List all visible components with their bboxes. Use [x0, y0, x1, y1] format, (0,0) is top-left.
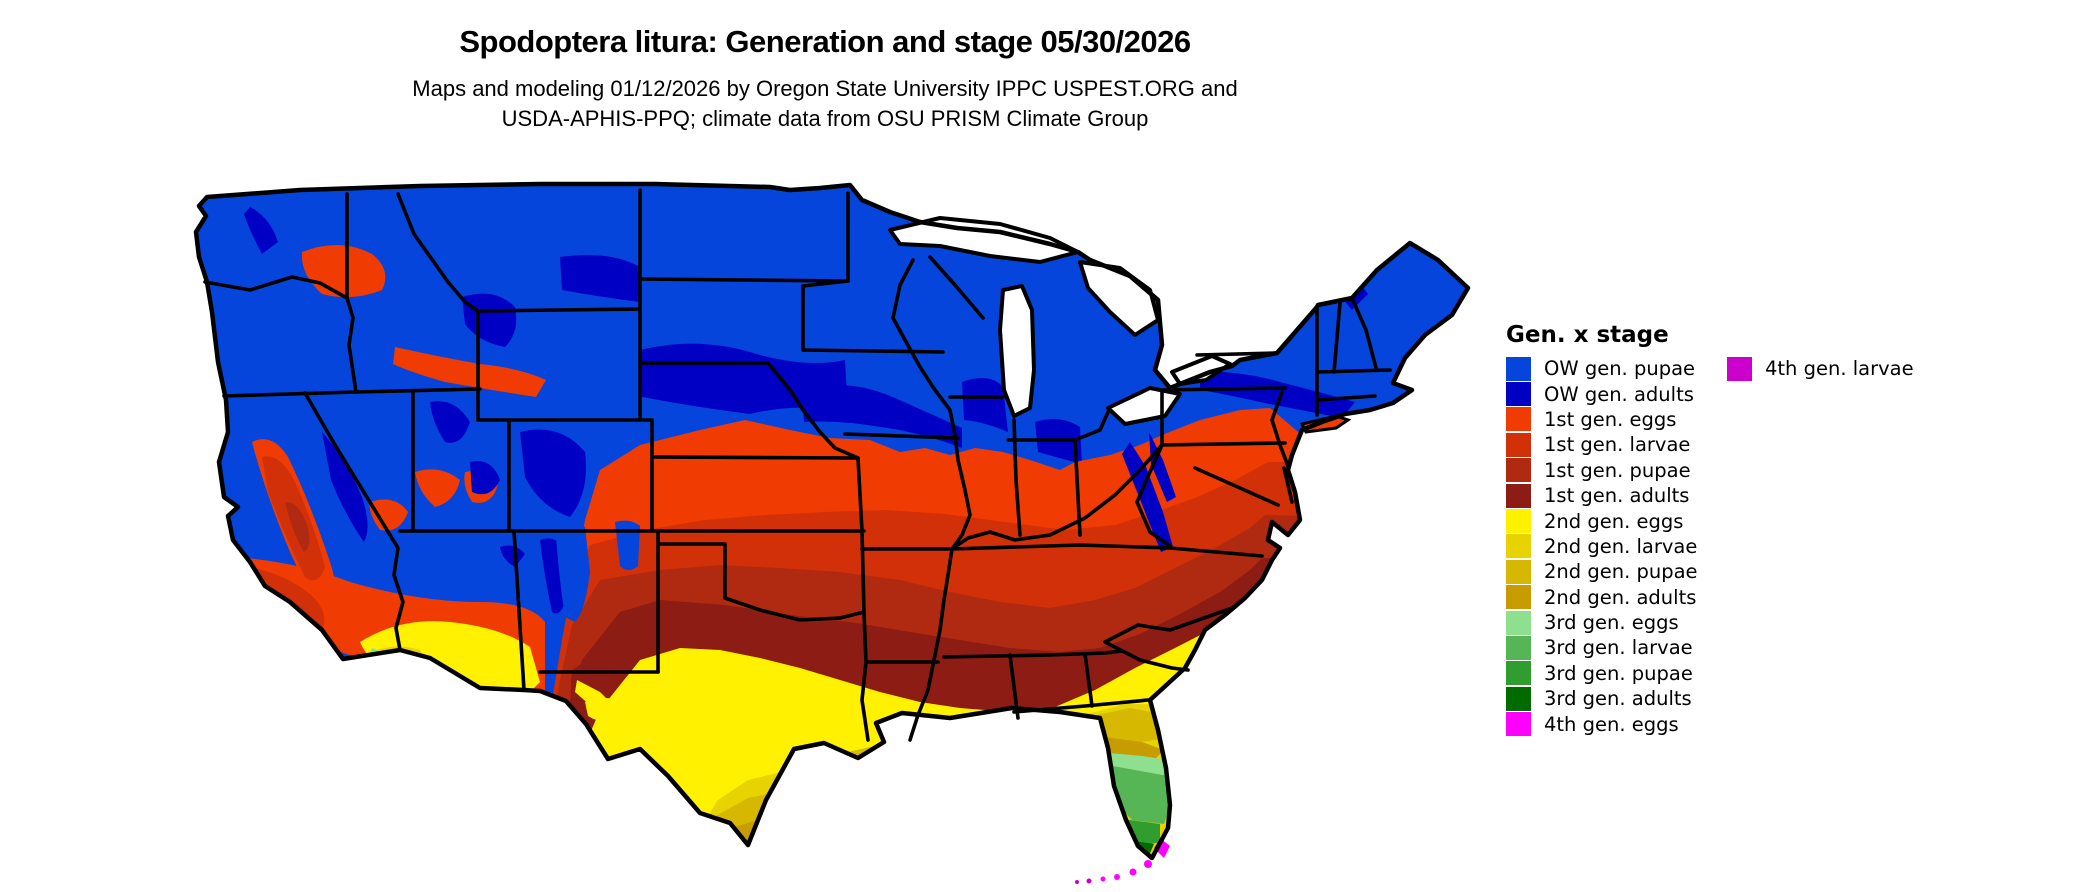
lake-michigan	[998, 284, 1036, 418]
legend-row: 3rd gen. eggs	[1506, 610, 2066, 635]
legend-swatch-1st-adults	[1506, 483, 1531, 508]
keys-dot-west	[1075, 880, 1079, 884]
map-zone-3rd-pupae	[736, 818, 1160, 858]
channel-island-dot	[293, 623, 301, 631]
legend-label: 1st gen. pupae	[1544, 458, 1691, 482]
title-block: Spodoptera litura: Generation and stage …	[170, 0, 1480, 134]
legend-swatch-3rd-eggs	[1506, 610, 1531, 635]
keys-dot	[1100, 876, 1106, 882]
legend-label: 4th gen. eggs	[1544, 712, 1679, 736]
legend-label: 3rd gen. eggs	[1544, 611, 1679, 635]
channel-island-dot	[279, 614, 287, 622]
legend-row: 3rd gen. larvae	[1506, 635, 2066, 660]
legend-column-2: 4th gen. larvae	[1727, 356, 1914, 381]
legend-header: Gen. x stage	[1506, 322, 1669, 348]
legend-swatch-1st-pupae	[1506, 458, 1531, 483]
legend-row: OW gen. pupae	[1506, 356, 2066, 381]
subtitle-line-2: USDA-APHIS-PPQ; climate data from OSU PR…	[501, 106, 1149, 131]
legend-label: OW gen. adults	[1544, 382, 1694, 406]
legend-row: OW gen. adults	[1506, 381, 2066, 407]
legend-swatch-4th-larvae	[1727, 356, 1752, 381]
legend-label: OW gen. pupae	[1544, 357, 1696, 381]
legend-row: 2nd gen. eggs	[1506, 508, 2066, 534]
legend-label: 4th gen. larvae	[1765, 357, 1914, 381]
us-outline	[193, 181, 1471, 861]
legend-swatch-ow-pupae	[1506, 356, 1531, 381]
legend-swatch-2nd-adults	[1506, 585, 1531, 610]
legend-label: 3rd gen. pupae	[1544, 661, 1693, 685]
keys-dot-west	[1086, 878, 1092, 884]
legend-row: 3rd gen. pupae	[1506, 661, 2066, 686]
legend-swatch-3rd-adults	[1506, 686, 1531, 711]
channel-island-dot	[306, 630, 312, 636]
legend-label: 3rd gen. larvae	[1544, 636, 1693, 660]
great-lakes	[888, 216, 1232, 426]
legend-row: 1st gen. pupae	[1506, 458, 2066, 483]
legend-row: 2nd gen. pupae	[1506, 559, 2066, 584]
legend-swatch-4th-eggs	[1506, 712, 1531, 737]
legend-label: 2nd gen. eggs	[1544, 509, 1684, 533]
map-zone-ow-adults	[462, 254, 1368, 614]
legend-row: 2nd gen. larvae	[1506, 534, 2066, 559]
legend-label: 2nd gen. pupae	[1544, 560, 1698, 584]
map-zone-4th-larvae	[1075, 878, 1092, 884]
legend-label: 1st gen. adults	[1544, 484, 1690, 508]
legend-row: 2nd gen. adults	[1506, 585, 2066, 610]
legend-row: 1st gen. eggs	[1506, 407, 2066, 432]
legend-row: 4th gen. larvae	[1727, 356, 1914, 381]
page-title: Spodoptera litura: Generation and stage …	[459, 24, 1191, 59]
legend-swatch-3rd-pupae	[1506, 661, 1531, 686]
legend-swatch-2nd-larvae	[1506, 534, 1531, 559]
legend-row: 1st gen. larvae	[1506, 432, 2066, 457]
legend: Gen. x stage OW gen. pupae OW gen. adult…	[1506, 322, 2066, 737]
legend-swatch-ow-adults	[1506, 382, 1531, 407]
lake-superior	[888, 216, 1080, 264]
keys-dot	[1144, 860, 1152, 868]
legend-swatch-3rd-larvae	[1506, 635, 1531, 660]
legend-label: 2nd gen. larvae	[1544, 534, 1698, 558]
legend-swatch-2nd-eggs	[1506, 509, 1531, 534]
keys-dot	[1114, 874, 1120, 880]
legend-label: 1st gen. larvae	[1544, 433, 1691, 457]
legend-swatch-1st-larvae	[1506, 432, 1531, 457]
map-overlay-dark-ridges	[244, 207, 1176, 567]
legend-row: 4th gen. eggs	[1506, 711, 2066, 737]
state-boundaries	[203, 188, 1392, 742]
map-zone-3rd-larvae	[722, 764, 1172, 858]
legend-label: 3rd gen. adults	[1544, 687, 1692, 711]
legend-swatch-2nd-pupae	[1506, 559, 1531, 584]
legend-row: 3rd gen. adults	[1506, 686, 2066, 711]
legend-column-1: OW gen. pupae OW gen. adults 1st gen. eg…	[1506, 356, 2066, 737]
subtitle-line-1: Maps and modeling 01/12/2026 by Oregon S…	[412, 76, 1238, 101]
legend-label: 1st gen. eggs	[1544, 407, 1677, 431]
keys-dot	[1129, 868, 1137, 876]
legend-row: 1st gen. adults	[1506, 483, 2066, 508]
legend-label: 2nd gen. adults	[1544, 585, 1697, 609]
legend-swatch-1st-eggs	[1506, 407, 1531, 432]
